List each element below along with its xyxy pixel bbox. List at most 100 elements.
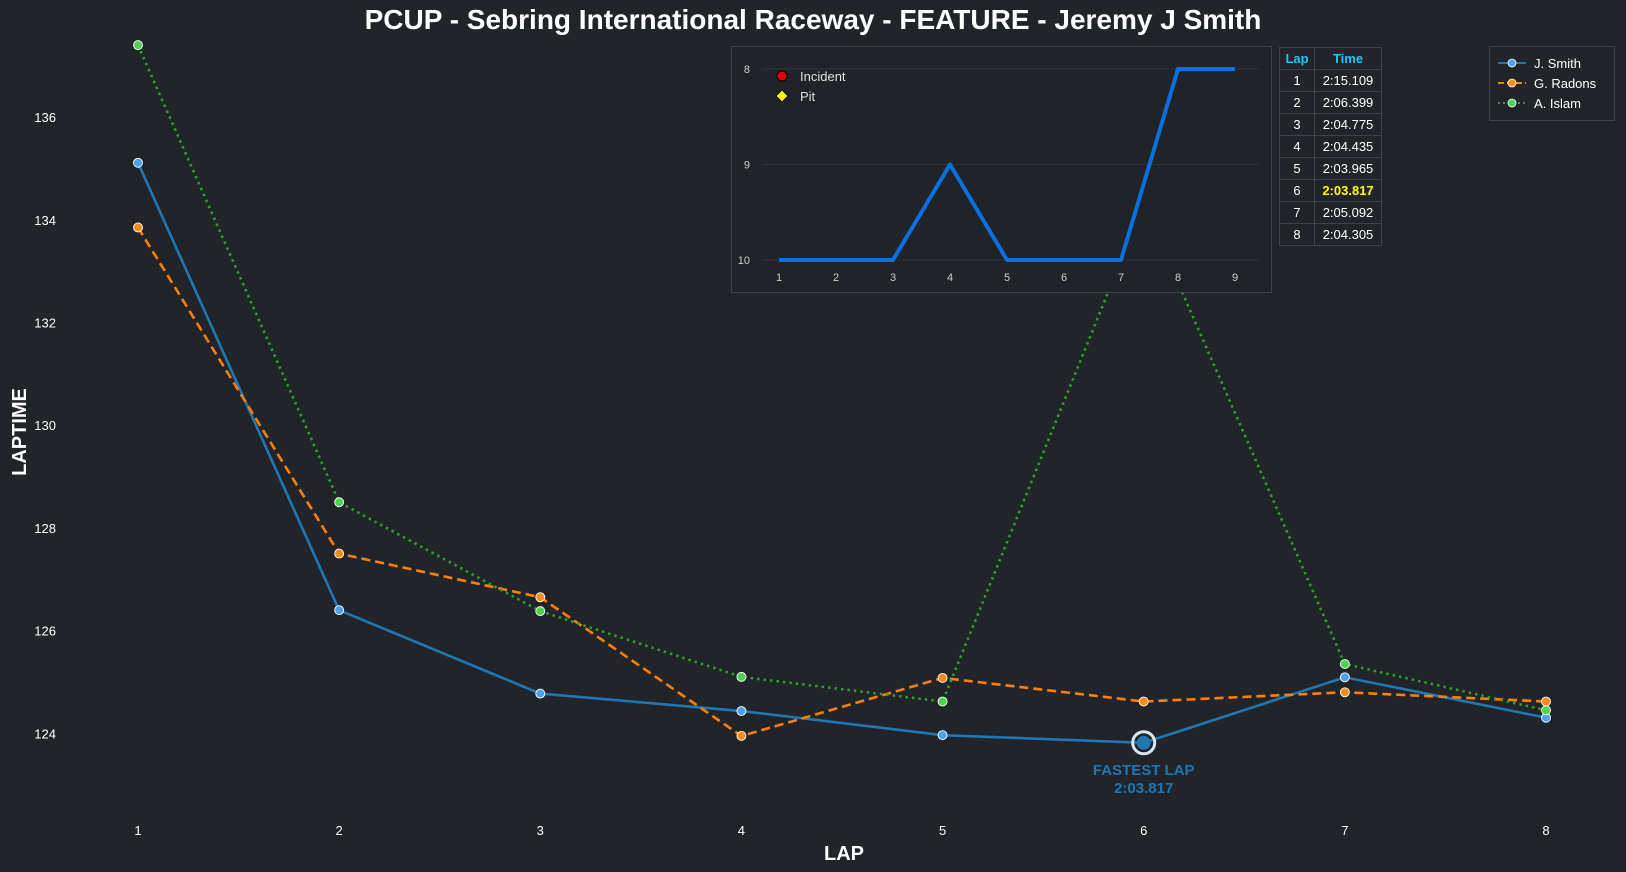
legend-line-islam-icon: [1498, 98, 1526, 108]
data-point: [133, 157, 143, 168]
y-tick-label: 124: [34, 726, 56, 741]
pit-icon: [775, 89, 789, 103]
lap-times-table: Lap Time 1 2:15.109 2 2:06.399 3 2:04.775 4 2:0…: [1279, 47, 1382, 246]
y-tick-label: 136: [34, 110, 56, 125]
incident-icon: [776, 70, 788, 82]
inset-x-tick: 5: [1004, 272, 1010, 284]
data-point: [133, 40, 143, 51]
lap-time-cell: 2:04.305: [1314, 223, 1382, 246]
data-point: [535, 606, 546, 617]
inset-x-tick: 1: [776, 272, 782, 284]
fastest-lap-time: 2:03.817: [1114, 780, 1173, 797]
x-tick-label: 8: [1542, 823, 1549, 838]
inset-x-tick: 3: [890, 272, 896, 284]
table-row: 8 2:04.305: [1279, 223, 1382, 246]
data-point: [937, 672, 948, 683]
inset-legend-incident: Incident: [800, 69, 846, 84]
legend-label-smith: J. Smith: [1534, 55, 1581, 71]
x-tick-label: 5: [939, 823, 946, 838]
fastest-lap-marker: [1131, 730, 1157, 756]
series-line-g-radons: [136, 226, 1547, 738]
position-inset: 8 9 10 1 2 3 4 5 6 7 8 9 Incident Pit: [731, 46, 1272, 293]
data-point: [334, 548, 345, 559]
table-row: 4 2:04.435: [1279, 135, 1382, 158]
legend-line-smith-icon: [1498, 58, 1526, 68]
legend-label-islam: A. Islam: [1534, 95, 1581, 111]
inset-x-tick: 9: [1232, 272, 1238, 284]
inset-y-tick: 9: [744, 160, 750, 172]
lap-number-cell: 2: [1279, 91, 1315, 114]
column-header-time: Time: [1314, 47, 1382, 70]
legend-item-islam: A. Islam: [1498, 94, 1581, 112]
lap-time-cell: 2:06.399: [1314, 91, 1382, 114]
x-tick-label: 6: [1140, 823, 1147, 838]
legend-line-radons-icon: [1498, 78, 1526, 88]
position-line: [779, 67, 1235, 262]
y-tick-label: 128: [34, 521, 56, 536]
inset-x-tick: 2: [833, 272, 839, 284]
inset-x-tick: 8: [1175, 272, 1181, 284]
x-axis-label: LAP: [824, 843, 864, 865]
data-point: [1339, 659, 1350, 669]
y-tick-label: 130: [34, 418, 56, 433]
table-row: 6 2:03.817: [1279, 179, 1382, 202]
data-point: [937, 730, 948, 741]
column-header-lap: Lap: [1279, 47, 1315, 70]
y-tick-label: 132: [34, 315, 56, 330]
legend-label-radons: G. Radons: [1534, 75, 1597, 91]
inset-x-tick: 4: [947, 272, 953, 284]
chart-title: PCUP - Sebring International Raceway - F…: [364, 4, 1262, 35]
series-line-j-smith: [136, 162, 1547, 745]
data-point: [736, 671, 747, 682]
data-point: [535, 688, 546, 699]
chart-legend: J. Smith G. Radons A. Islam: [1489, 46, 1615, 121]
lap-number-cell: 7: [1279, 201, 1315, 224]
table-row: 5 2:03.965: [1279, 157, 1382, 180]
data-point: [736, 730, 747, 741]
lap-number-cell: 3: [1279, 113, 1315, 136]
inset-x-tick: 7: [1118, 272, 1124, 284]
lap-time-cell: 2:03.965: [1314, 157, 1382, 180]
inset-y-tick: 8: [744, 64, 750, 76]
table-row: 3 2:04.775: [1279, 113, 1382, 136]
x-tick-label: 2: [336, 823, 343, 838]
fastest-lap-label: FASTEST LAP: [1093, 762, 1195, 779]
lap-time-cell: 2:05.092: [1314, 201, 1382, 224]
lap-time-cell: 2:04.435: [1314, 135, 1382, 158]
lap-number-cell: 8: [1279, 223, 1315, 246]
legend-item-smith: J. Smith: [1498, 54, 1581, 72]
data-point: [334, 605, 345, 616]
lap-number-cell: 5: [1279, 157, 1315, 180]
table-row: 2 2:06.399: [1279, 91, 1382, 114]
data-point: [1339, 687, 1350, 698]
y-axis-label: LAPTIME: [9, 388, 31, 476]
table-row: 7 2:05.092: [1279, 201, 1382, 224]
lap-number-cell: 4: [1279, 135, 1315, 158]
x-tick-label: 1: [134, 823, 141, 838]
lap-number-cell: 1: [1279, 69, 1315, 92]
data-point: [535, 592, 546, 603]
lap-time-cell: 2:15.109: [1314, 69, 1382, 92]
position-chart: 8 9 10 1 2 3 4 5 6 7 8 9 Incident Pit: [738, 64, 1259, 284]
y-tick-label: 134: [34, 213, 56, 228]
data-point: [1339, 672, 1350, 683]
data-point: [1138, 696, 1149, 707]
inset-x-tick: 6: [1061, 272, 1067, 284]
data-point: [1541, 696, 1551, 707]
data-point: [937, 696, 948, 707]
lap-time-cell: 2:04.775: [1314, 113, 1382, 136]
data-point: [1541, 705, 1551, 716]
data-point: [736, 706, 747, 716]
lap-number-cell: 6: [1279, 179, 1315, 202]
legend-item-radons: G. Radons: [1498, 74, 1596, 92]
x-tick-label: 4: [738, 823, 745, 838]
table-header-row: Lap Time: [1279, 47, 1382, 70]
fastest-lap-dot: [1136, 735, 1151, 750]
x-tick-label: 7: [1341, 823, 1348, 838]
lap-time-cell: 2:03.817: [1314, 179, 1382, 202]
table-row: 1 2:15.109: [1279, 69, 1382, 92]
y-tick-label: 126: [34, 624, 56, 639]
inset-legend-pit: Pit: [800, 89, 816, 104]
x-tick-label: 3: [537, 823, 544, 838]
